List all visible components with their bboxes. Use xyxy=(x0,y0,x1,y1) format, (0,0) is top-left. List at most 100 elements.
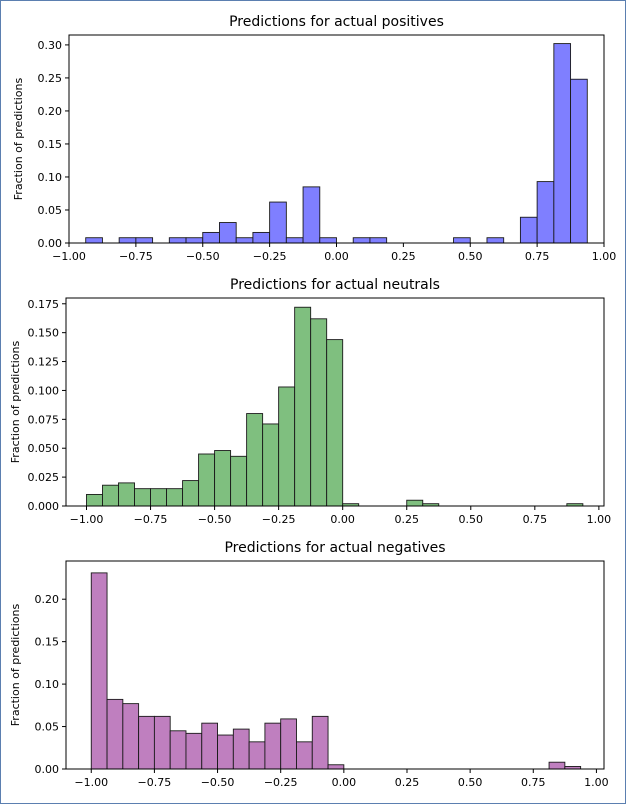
histogram-bar xyxy=(519,216,538,244)
histogram-bar xyxy=(230,455,248,507)
histogram-bar xyxy=(294,306,312,507)
histogram-bar xyxy=(406,499,424,507)
histogram-bar xyxy=(327,764,345,770)
y-tick-label: 0.050 xyxy=(28,442,60,455)
histogram-bar xyxy=(285,237,304,244)
histogram-bar xyxy=(269,201,287,244)
y-tick-label: 0.25 xyxy=(38,72,63,85)
histogram-bar xyxy=(185,237,204,244)
x-tick-label: 1.00 xyxy=(587,513,612,526)
y-tick-label: 0.075 xyxy=(28,413,60,426)
histogram-bar xyxy=(168,237,187,244)
chart-panel-2: Predictions for actual neutrals Fraction … xyxy=(9,277,611,526)
y-tick-label: 0.00 xyxy=(35,763,60,776)
y-tick-label: 0.20 xyxy=(35,593,60,606)
histogram-bar xyxy=(369,237,388,244)
chart-title: Predictions for actual positives xyxy=(229,14,444,30)
x-tick-label: −0.25 xyxy=(253,250,287,263)
histogram-bar xyxy=(252,231,271,244)
x-tick-label: 0.50 xyxy=(459,513,484,526)
histogram-bar xyxy=(548,761,566,770)
histogram-bar xyxy=(311,715,329,770)
histogram-bar xyxy=(135,237,154,244)
histogram-bar xyxy=(310,318,328,507)
x-tick-label: 0.75 xyxy=(525,250,550,263)
y-axis-label: Fraction of predictions xyxy=(12,78,25,201)
histogram-bar xyxy=(248,741,266,770)
x-tick-label: 0.50 xyxy=(458,776,483,789)
plot-area-frame xyxy=(68,34,605,244)
histogram-bar xyxy=(85,237,103,244)
histogram-bar xyxy=(122,703,140,770)
x-tick-label: 1.00 xyxy=(592,250,617,263)
histogram-bar xyxy=(536,181,555,244)
y-tick-label: 0.20 xyxy=(38,105,63,118)
histogram-bar xyxy=(570,78,588,244)
x-tick-label: −0.75 xyxy=(138,776,172,789)
y-tick-label: 0.05 xyxy=(35,721,60,734)
y-tick-label: 0.30 xyxy=(38,39,63,52)
x-tick-label: −0.50 xyxy=(201,776,235,789)
histogram-bar xyxy=(296,741,313,770)
x-tick-label: −0.75 xyxy=(134,513,168,526)
x-tick-label: 0.00 xyxy=(332,776,357,789)
chart-panel-1: Predictions for actual positives Fraction… xyxy=(12,14,616,263)
x-tick-label: 0.75 xyxy=(523,513,548,526)
x-tick-label: −1.00 xyxy=(52,250,86,263)
plot-area-frame xyxy=(65,297,605,507)
histogram-bar xyxy=(262,423,280,507)
histogram-bar xyxy=(102,484,119,507)
y-tick-label: 0.10 xyxy=(38,171,63,184)
histogram-bar xyxy=(319,237,337,244)
histogram-bar xyxy=(278,386,296,507)
histogram-bar xyxy=(202,231,220,244)
x-tick-label: −1.00 xyxy=(74,776,108,789)
x-tick-label: 0.00 xyxy=(330,513,355,526)
histogram-bar xyxy=(246,413,264,507)
histogram-bar xyxy=(90,572,108,770)
x-tick-label: 0.25 xyxy=(391,250,416,263)
histogram-bar xyxy=(280,718,297,770)
histogram-bar xyxy=(169,730,187,770)
histogram-bar xyxy=(214,450,232,507)
x-tick-label: 0.75 xyxy=(521,776,546,789)
histogram-bar xyxy=(264,722,282,770)
histogram-bar xyxy=(150,488,168,507)
y-tick-label: 0.150 xyxy=(28,327,60,340)
x-tick-label: 0.25 xyxy=(394,513,419,526)
x-tick-label: −0.75 xyxy=(119,250,153,263)
y-tick-label: 0.175 xyxy=(28,298,60,311)
histogram-bar xyxy=(118,482,135,507)
histogram-bar xyxy=(453,237,471,244)
histogram-bar xyxy=(134,488,151,507)
x-tick-label: 0.25 xyxy=(395,776,420,789)
y-tick-label: 0.15 xyxy=(35,636,60,649)
histogram-bar xyxy=(217,734,234,770)
y-tick-label: 0.10 xyxy=(35,678,60,691)
x-tick-label: −0.50 xyxy=(198,513,232,526)
y-axis-label: Fraction of predictions xyxy=(9,604,22,727)
histogram-bar xyxy=(235,237,254,244)
histogram-bar xyxy=(232,728,250,770)
histogram-bar xyxy=(201,722,218,770)
histogram-bar xyxy=(302,186,321,244)
plot-area-frame xyxy=(65,560,605,770)
x-tick-label: −0.25 xyxy=(262,513,296,526)
chart-title: Predictions for actual neutrals xyxy=(230,277,440,293)
histogram-bar xyxy=(486,237,505,244)
histogram-bar xyxy=(182,480,200,507)
x-tick-label: 1.00 xyxy=(584,776,609,789)
histogram-bar xyxy=(106,698,124,770)
y-tick-label: 0.125 xyxy=(28,356,60,369)
x-tick-label: −1.00 xyxy=(70,513,104,526)
y-tick-label: 0.000 xyxy=(28,500,60,513)
histogram-bar xyxy=(553,43,572,244)
x-tick-label: −0.50 xyxy=(186,250,220,263)
y-tick-label: 0.05 xyxy=(38,204,63,217)
histogram-bar xyxy=(198,453,216,507)
histogram-bar xyxy=(352,237,371,244)
histogram-bar xyxy=(153,715,171,770)
y-axis-label: Fraction of predictions xyxy=(9,341,22,464)
chart-title: Predictions for actual negatives xyxy=(224,540,445,556)
